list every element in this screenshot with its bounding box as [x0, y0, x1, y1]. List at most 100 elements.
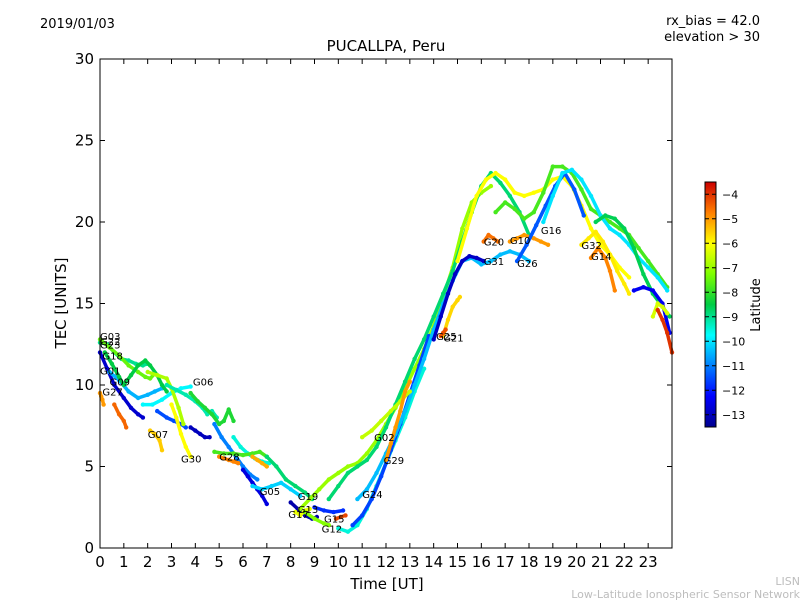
y-tick-label: 0: [84, 539, 94, 557]
series-43-point: [607, 226, 613, 231]
satellite-label-g30: G30: [181, 454, 201, 465]
series-42-point: [543, 203, 548, 208]
series-41-point: [545, 242, 551, 247]
series-22-point: [274, 464, 279, 469]
series-4-line: [112, 402, 128, 430]
series-5-point: [152, 389, 157, 394]
series-38-point: [474, 193, 479, 199]
series-18-point: [257, 449, 262, 454]
footer-line2: Low-Latitude Ionospheric Sensor Network: [571, 588, 800, 601]
series-35-point: [431, 337, 436, 342]
series-38-point: [493, 170, 498, 176]
series-17-point: [231, 459, 236, 464]
series-10-point: [169, 402, 174, 407]
satellite-label-g31: G31: [484, 257, 504, 268]
series-11-point: [181, 421, 186, 427]
series-43-point: [579, 177, 584, 182]
series-47-point: [641, 285, 646, 290]
series-15-point: [240, 464, 246, 469]
series-45-point: [612, 288, 617, 293]
x-tick-label: 22: [615, 553, 634, 571]
x-tick-label: 18: [519, 553, 538, 571]
x-tick-label: 4: [191, 553, 201, 571]
series-31-point: [369, 496, 374, 502]
series-32-point: [364, 487, 370, 492]
series-41-point: [514, 236, 520, 241]
series-8-point: [178, 386, 184, 391]
x-tick-label: 2: [143, 553, 153, 571]
series-39-point: [522, 216, 527, 221]
series-49-point: [665, 330, 670, 335]
series-28-point: [345, 464, 351, 469]
satellite-label-g14: G14: [591, 252, 611, 263]
series-32-point: [374, 470, 379, 476]
series-47-point: [650, 288, 656, 293]
series-39-point: [560, 164, 565, 169]
series-39-point: [512, 206, 517, 212]
series-19-point: [250, 454, 255, 459]
colorbar-tick-label: −12: [722, 384, 745, 397]
series-12-point: [188, 425, 193, 430]
series-6-point: [147, 363, 153, 368]
satellite-label-g12: G12: [322, 524, 342, 535]
x-tick-label: 0: [95, 553, 105, 571]
series-24-point: [298, 513, 303, 518]
series-49-line: [655, 308, 674, 355]
series-36-point: [445, 317, 451, 322]
series-29-point: [345, 470, 351, 476]
satellite-label-g10: G10: [510, 236, 530, 247]
series-22-point: [302, 490, 308, 495]
series-32-point: [526, 258, 532, 264]
series-48-line: [651, 301, 669, 319]
series-39-point: [617, 226, 622, 231]
series-18-point: [231, 451, 236, 456]
series-18-point: [240, 452, 246, 458]
series-1-point: [112, 382, 117, 388]
satellite-label-g15: G15: [324, 515, 344, 526]
series-12-point: [193, 428, 198, 433]
series-29-point: [336, 483, 341, 489]
series-28-point: [364, 451, 370, 456]
series-26-point: [343, 513, 348, 518]
series-9-point: [171, 418, 177, 424]
series-36-point: [457, 294, 463, 300]
series-6-point: [159, 382, 165, 388]
series-38-point: [598, 242, 603, 247]
footer-line1: LISN: [775, 575, 800, 588]
series-43-point: [646, 265, 651, 270]
series-12-point: [207, 435, 212, 440]
y-axis-label: TEC [UNITS]: [52, 258, 70, 350]
series-44-point: [586, 236, 591, 241]
series-27-point: [321, 508, 327, 513]
series-17-point: [226, 457, 231, 463]
series-36-point: [450, 304, 455, 309]
satellite-label-g22: G22: [100, 337, 120, 348]
series-22-point: [264, 454, 269, 459]
satellite-label-g07: G07: [148, 430, 168, 441]
series-24-point: [293, 509, 298, 515]
series-43-point: [617, 232, 622, 238]
series-40-point: [495, 239, 501, 244]
series-34-point: [388, 441, 393, 446]
series-38-point: [503, 177, 508, 182]
series-38-point: [626, 275, 632, 280]
colorbar-tick-label: −6: [722, 237, 738, 250]
y-tick-label: 15: [75, 295, 94, 313]
series-34-point: [407, 379, 412, 384]
series-1-point: [128, 405, 134, 410]
series-14-point: [188, 390, 193, 396]
series-38-point: [531, 190, 536, 195]
series-3-point: [143, 374, 148, 380]
series-40-line: [481, 233, 500, 244]
series-24-point: [307, 506, 312, 512]
series-3-point: [126, 363, 131, 368]
series-42-point: [534, 223, 539, 228]
series-3-point: [116, 353, 122, 358]
series-34-point: [383, 457, 389, 463]
series-28-point: [307, 496, 312, 502]
series-29-point: [450, 268, 455, 274]
series-0-point: [101, 402, 106, 407]
bias-info: rx_bias = 42.0 elevation > 30: [664, 14, 760, 46]
series-29-point: [402, 379, 408, 384]
satellite-label-g23: G23: [100, 340, 120, 351]
